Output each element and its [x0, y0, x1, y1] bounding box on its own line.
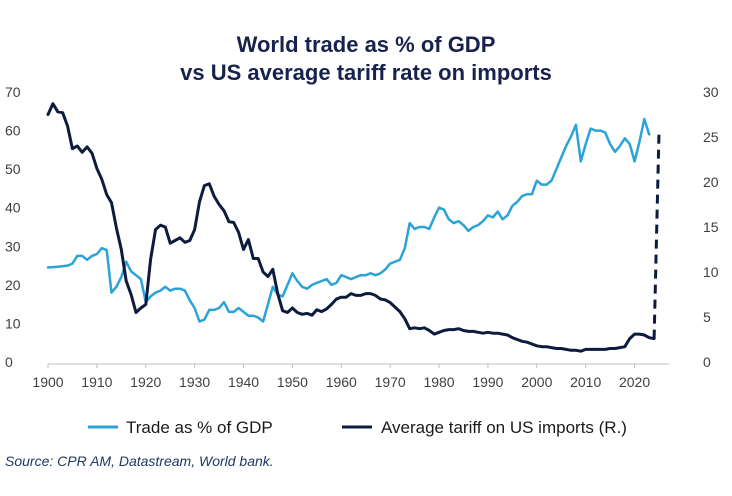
left-tick-label: 40: [5, 200, 21, 216]
right-axis: 0 5 10 15 20 25 30: [703, 84, 719, 370]
x-tick-label: 2010: [570, 374, 601, 390]
left-tick-label: 10: [5, 315, 21, 331]
x-tick-label: 1920: [130, 374, 161, 390]
legend-label-tariff: Average tariff on US imports (R.): [381, 418, 627, 437]
x-tick-label: 1950: [277, 374, 308, 390]
right-tick-label: 10: [703, 264, 719, 280]
right-tick-label: 15: [703, 219, 719, 235]
chart-title-line-1: World trade as % of GDP: [237, 32, 496, 57]
x-tick-label: 1940: [228, 374, 259, 390]
left-tick-label: 20: [5, 277, 21, 293]
left-axis: 0 10 20 30 40 50 60 70: [5, 84, 21, 370]
left-tick-label: 0: [5, 354, 13, 370]
left-tick-label: 70: [5, 84, 21, 100]
right-tick-label: 0: [703, 354, 711, 370]
left-tick-label: 30: [5, 238, 21, 254]
x-tick-label: 1970: [375, 374, 406, 390]
left-tick-label: 50: [5, 161, 21, 177]
x-tick-label: 1930: [179, 374, 210, 390]
plot-area: [46, 102, 661, 353]
series-line-tariff: [46, 102, 656, 353]
right-tick-label: 5: [703, 309, 711, 325]
right-tick-label: 25: [703, 129, 719, 145]
x-tick-label: 1900: [32, 374, 63, 390]
left-tick-label: 60: [5, 123, 21, 139]
x-tick-label: 2000: [521, 374, 552, 390]
legend-label-trade: Trade as % of GDP: [126, 418, 273, 437]
x-axis: 1900 1910 1920 1930 1940 1950 1960 1970 1980 1990…: [32, 363, 669, 390]
series-line-tariff-jump: [652, 132, 661, 339]
series-line-trade: [46, 117, 651, 323]
right-tick-label: 30: [703, 84, 719, 100]
x-tick-label: 1960: [326, 374, 357, 390]
x-tick-label: 2020: [619, 374, 650, 390]
x-tick-label: 1980: [423, 374, 454, 390]
legend: Trade as % of GDP Average tariff on US i…: [88, 418, 627, 437]
x-tick-label: 1990: [472, 374, 503, 390]
right-tick-label: 20: [703, 174, 719, 190]
x-tick-label: 1910: [81, 374, 112, 390]
source-note: Source: CPR AM, Datastream, World bank.: [5, 453, 274, 469]
chart-title-line-2: vs US average tariff rate on imports: [180, 60, 552, 85]
